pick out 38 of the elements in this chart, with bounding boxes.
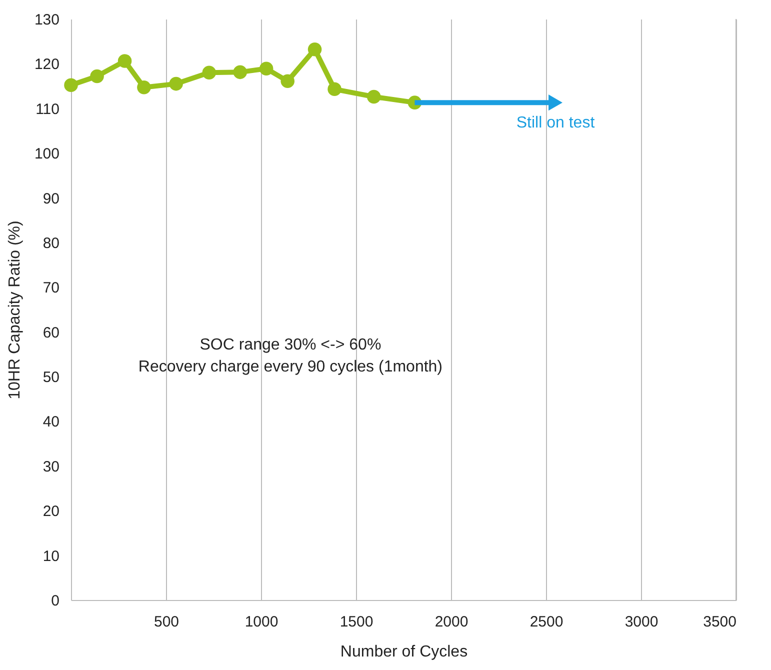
x-tick-label: 1500 xyxy=(340,614,374,630)
y-tick-label: 0 xyxy=(51,592,60,610)
x-tick-label: 500 xyxy=(154,614,180,630)
y-tick-label: 20 xyxy=(42,503,60,520)
y-tick-label: 40 xyxy=(42,414,60,431)
y-tick-label: 130 xyxy=(34,12,60,28)
y-tick-label: 50 xyxy=(42,369,60,386)
y-tick-label: 120 xyxy=(34,56,60,74)
y-tick-label: 30 xyxy=(42,458,60,476)
y-tick-label: 110 xyxy=(36,100,60,118)
y-axis-title: 10HR Capacity Ratio (%) xyxy=(6,220,24,400)
point xyxy=(202,66,216,80)
annotation: SOC range 30% <-> 60% xyxy=(200,336,382,354)
x-tick-label: 3500 xyxy=(703,614,736,630)
point xyxy=(259,62,274,76)
y-tick-label: 70 xyxy=(42,280,60,297)
x-axis-title: Number of Cycles xyxy=(340,644,468,660)
point xyxy=(169,76,183,91)
point xyxy=(118,54,132,68)
y-tick-label: 10 xyxy=(42,548,60,565)
x-tick-label: 3000 xyxy=(624,614,658,630)
point xyxy=(137,80,151,94)
x-tick-label: 1000 xyxy=(244,614,278,630)
x-tick-label: 2000 xyxy=(434,614,468,630)
point xyxy=(328,82,342,96)
annotation: Recovery charge every 90 cycles (1month) xyxy=(138,358,443,376)
point xyxy=(64,78,78,92)
y-tick-label: 80 xyxy=(42,234,60,252)
point xyxy=(308,42,322,56)
annotation: Still on test xyxy=(516,114,596,132)
y-tick-label: 90 xyxy=(42,190,60,208)
point xyxy=(280,74,294,88)
y-tick-label: 100 xyxy=(34,146,60,163)
point xyxy=(90,69,104,84)
x-tick-label: 2500 xyxy=(530,614,564,630)
point xyxy=(366,90,381,104)
y-tick-label: 60 xyxy=(42,324,60,342)
point xyxy=(233,65,247,80)
